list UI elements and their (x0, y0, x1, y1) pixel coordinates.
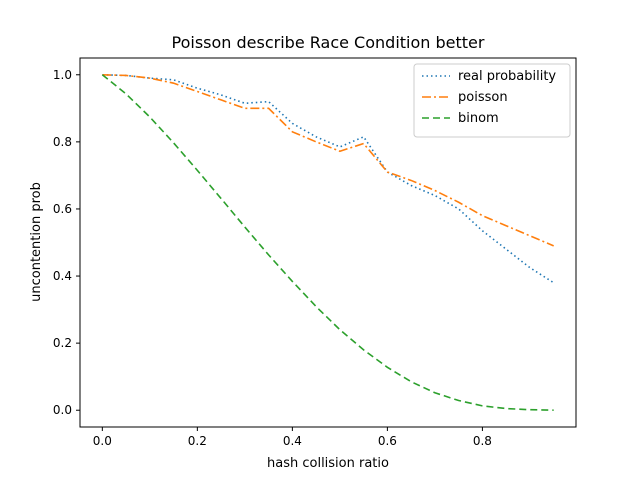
y-tick-label: 0.0 (53, 403, 72, 417)
legend-entry: real probability (458, 69, 556, 84)
legend-box (413, 63, 571, 138)
axis-ticks: 0.0 0.2 0.4 0.6 0.8 0.0 0.2 0.4 0.6 0.8 1.0 (53, 68, 492, 448)
y-tick-label: 0.6 (53, 202, 72, 216)
x-axis-label: hash collision ratio (267, 456, 389, 471)
y-tick-label: 0.8 (53, 135, 72, 149)
legend-entry: poisson (458, 90, 508, 105)
x-tick-label: 0.2 (188, 434, 207, 448)
y-axis-label: uncontention prob (29, 182, 44, 302)
series-lines (101, 73, 555, 411)
legend: real probability poisson binom (413, 63, 571, 138)
series-line-binom (101, 74, 554, 411)
y-tick-label: 1.0 (53, 68, 72, 82)
plot-frame (79, 57, 577, 428)
y-tick-label: 0.4 (53, 269, 72, 283)
y-tick-label: 0.2 (53, 336, 72, 350)
legend-entry: binom (458, 111, 499, 126)
series-line-poisson (102, 73, 554, 247)
x-tick-label: 0.4 (283, 434, 302, 448)
chart-title: Poisson describe Race Condition better (172, 33, 485, 52)
x-tick-label: 0.6 (378, 434, 397, 448)
x-tick-label: 0.8 (473, 434, 492, 448)
x-tick-label: 0.0 (93, 434, 112, 448)
